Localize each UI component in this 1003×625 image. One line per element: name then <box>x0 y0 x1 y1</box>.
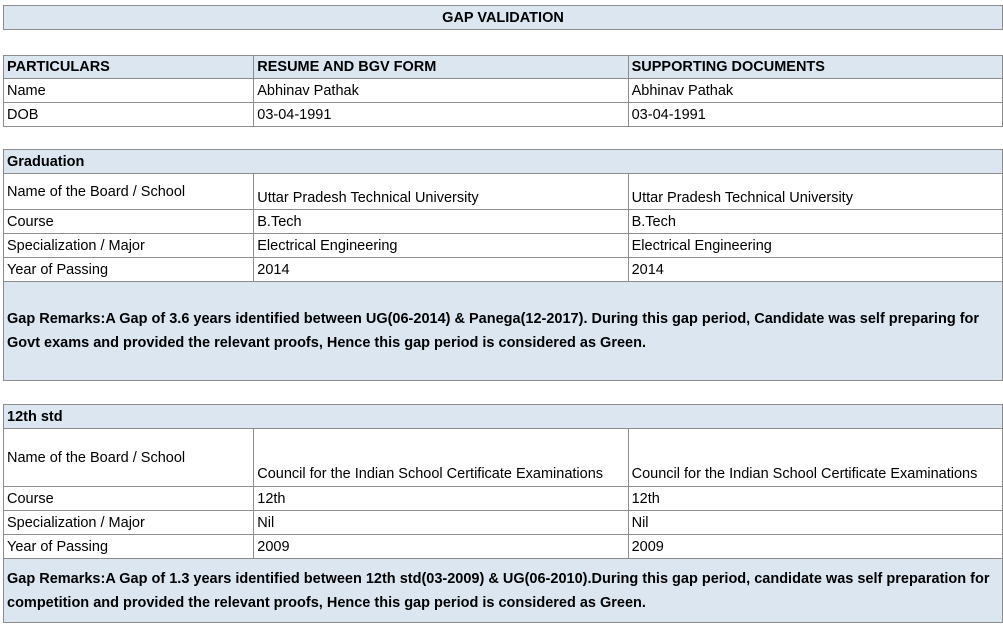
cell: Course <box>2 209 255 234</box>
row: Specialization / Major Electrical Engine… <box>2 233 1003 258</box>
row: Course B.Tech B.Tech <box>2 209 1003 234</box>
cell: Name <box>2 78 255 103</box>
section-title: Graduation <box>3 149 1003 174</box>
cell: Year of Passing <box>2 534 255 559</box>
cell: 12th <box>253 486 629 511</box>
cell: Name of the Board / School <box>2 173 255 210</box>
cell: Name of the Board / School <box>2 428 255 487</box>
cell: 03-04-1991 <box>253 102 629 127</box>
cell: 2014 <box>627 257 1003 282</box>
gap-remarks: Gap Remarks:A Gap of 1.3 years identifie… <box>3 558 1003 623</box>
header-cell: RESUME AND BGV FORM <box>253 55 629 79</box>
remarks-row: Gap Remarks:A Gap of 1.3 years identifie… <box>3 558 1003 623</box>
cell: Specialization / Major <box>2 233 255 258</box>
row: Year of Passing 2009 2009 <box>2 534 1003 559</box>
graduation-table: Graduation Name of the Board / School Ut… <box>2 149 1003 381</box>
cell: Council for the Indian School Certificat… <box>253 428 629 487</box>
section-title: 12th std <box>3 404 1003 429</box>
personal-table: PARTICULARS RESUME AND BGV FORM SUPPORTI… <box>2 55 1003 127</box>
cell: Nil <box>627 510 1003 535</box>
cell: 2009 <box>253 534 629 559</box>
cell: Electrical Engineering <box>253 233 629 258</box>
title-table: GAP VALIDATION <box>3 5 1003 30</box>
row: Course 12th 12th <box>2 486 1003 511</box>
row: Specialization / Major Nil Nil <box>2 510 1003 535</box>
cell: Specialization / Major <box>2 510 255 535</box>
twelfth-table: 12th std Name of the Board / School Coun… <box>2 404 1003 623</box>
row: DOB 03-04-1991 03-04-1991 <box>2 102 1003 127</box>
header-cell: PARTICULARS <box>2 55 255 79</box>
section-row: Graduation <box>3 149 1003 174</box>
cell: Abhinav Pathak <box>253 78 629 103</box>
cell: Council for the Indian School Certificat… <box>627 428 1003 487</box>
cell: Electrical Engineering <box>627 233 1003 258</box>
row: Name Abhinav Pathak Abhinav Pathak <box>2 78 1003 103</box>
gap-remarks: Gap Remarks:A Gap of 3.6 years identifie… <box>3 281 1003 381</box>
cell: B.Tech <box>253 209 629 234</box>
row: Name of the Board / School Council for t… <box>2 428 1003 487</box>
title-row: GAP VALIDATION <box>3 5 1003 30</box>
cell: 12th <box>627 486 1003 511</box>
cell: Abhinav Pathak <box>627 78 1003 103</box>
title: GAP VALIDATION <box>3 5 1003 30</box>
row: Name of the Board / School Uttar Pradesh… <box>2 173 1003 210</box>
cell: DOB <box>2 102 255 127</box>
cell: Year of Passing <box>2 257 255 282</box>
cell: Uttar Pradesh Technical University <box>627 173 1003 210</box>
header-row: PARTICULARS RESUME AND BGV FORM SUPPORTI… <box>2 55 1003 79</box>
cell: Course <box>2 486 255 511</box>
cell: 03-04-1991 <box>627 102 1003 127</box>
cell: B.Tech <box>627 209 1003 234</box>
row: Year of Passing 2014 2014 <box>2 257 1003 282</box>
cell: 2009 <box>627 534 1003 559</box>
header-cell: SUPPORTING DOCUMENTS <box>627 55 1003 79</box>
cell: Uttar Pradesh Technical University <box>253 173 629 210</box>
section-row: 12th std <box>3 404 1003 429</box>
cell: Nil <box>253 510 629 535</box>
remarks-row: Gap Remarks:A Gap of 3.6 years identifie… <box>3 281 1003 381</box>
cell: 2014 <box>253 257 629 282</box>
